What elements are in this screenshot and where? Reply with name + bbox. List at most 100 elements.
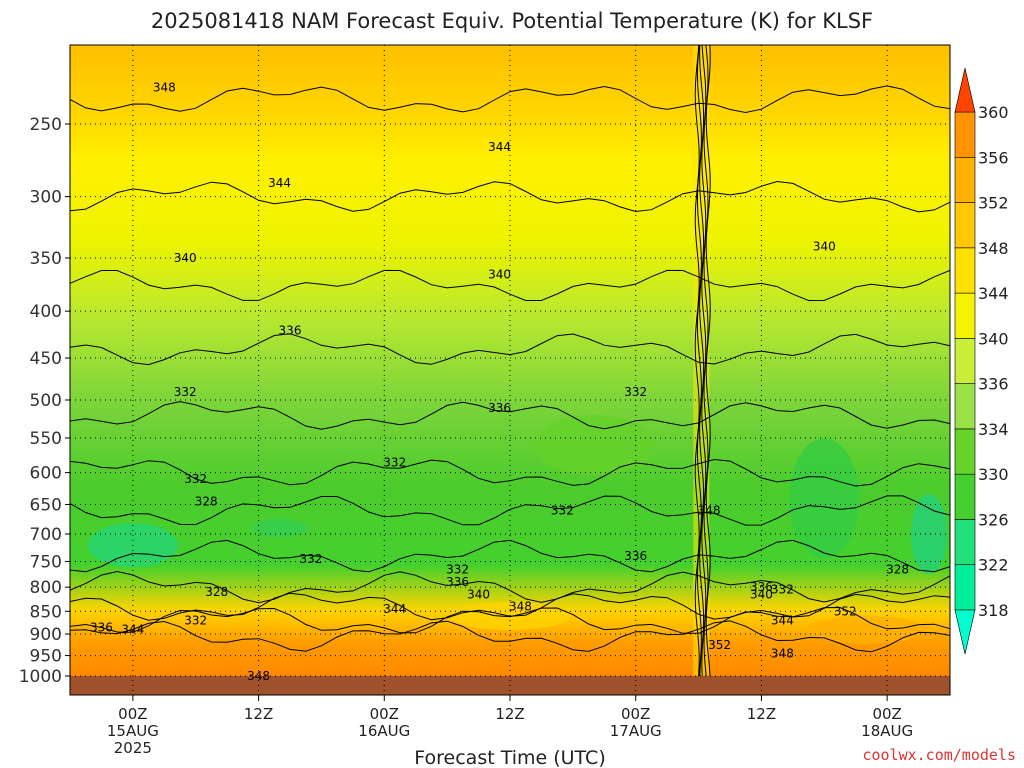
colorbar-bin xyxy=(954,247,976,294)
contour-label: 336 xyxy=(750,580,773,594)
contour-line xyxy=(69,180,951,213)
contour-label: 332 xyxy=(551,504,574,518)
field-region xyxy=(789,438,860,559)
contour-label: 340 xyxy=(488,268,511,282)
x-tick-label: 00Z xyxy=(621,705,650,723)
x-tick-label: 2025 xyxy=(114,739,152,757)
contour-label: 348 xyxy=(153,80,176,94)
colorbar-label: 326 xyxy=(978,510,1009,529)
contour-label: 348 xyxy=(509,600,532,614)
contour-label: 336 xyxy=(624,549,647,563)
contour-label: 348 xyxy=(698,504,721,518)
y-tick-label: 400 xyxy=(30,302,62,322)
contour-label: 336 xyxy=(488,401,511,415)
colorbar-label: 336 xyxy=(978,375,1009,394)
contour-line xyxy=(69,333,951,366)
contour-label: 332 xyxy=(383,456,406,470)
x-tick-label: 12Z xyxy=(495,705,524,723)
colorbar-under-arrow xyxy=(954,609,976,655)
contour-label: 344 xyxy=(383,602,406,616)
y-tick-label: 500 xyxy=(30,391,62,411)
y-tick-label: 600 xyxy=(30,464,62,484)
colorbar-label: 334 xyxy=(978,420,1009,439)
x-tick-label: 15AUG xyxy=(107,722,159,740)
y-tick-label: 650 xyxy=(30,495,62,515)
colorbar-bin xyxy=(954,338,976,384)
contour-label: 352 xyxy=(834,604,857,618)
y-tick-label: 300 xyxy=(30,188,62,208)
contour-line xyxy=(699,44,705,696)
contour-label: 332 xyxy=(184,472,207,486)
contour-label: 348 xyxy=(771,646,794,660)
colorbar-bin xyxy=(954,111,976,158)
title-text: 2025081418 NAM Forecast Equiv. Potential… xyxy=(151,9,873,33)
y-tick-label: 950 xyxy=(30,647,62,667)
contour-label: 340 xyxy=(174,251,197,265)
field-features xyxy=(87,45,948,695)
colorbar-bin xyxy=(954,519,976,566)
colorbar-bin xyxy=(954,156,976,203)
colorbar-label: 340 xyxy=(978,329,1009,348)
y-tick-label: 750 xyxy=(30,552,62,572)
field-region xyxy=(806,615,927,644)
colorbar-over-arrow xyxy=(954,67,976,113)
grid-lines xyxy=(70,45,950,695)
y-tick-label: 800 xyxy=(30,578,62,598)
contour-line xyxy=(69,269,951,302)
contour-label: 336 xyxy=(446,575,469,589)
contour-label: 344 xyxy=(771,614,794,628)
y-tick-label: 1000 xyxy=(19,667,62,687)
colorbar-label: 360 xyxy=(978,103,1009,122)
contour-line xyxy=(69,495,951,526)
credit-text[interactable]: coolwx.com/models xyxy=(862,746,1016,764)
colorbar-bin xyxy=(954,292,976,339)
contour-label: 332 xyxy=(299,552,322,566)
colorbar-bin xyxy=(954,564,976,611)
contour-label: 332 xyxy=(184,614,207,628)
colorbar-bin xyxy=(954,383,976,430)
y-tick-label: 250 xyxy=(30,115,62,135)
contour-line xyxy=(69,620,951,653)
field-region xyxy=(533,415,654,476)
x-axis-label: Forecast Time (UTC) xyxy=(414,747,605,768)
contour-line xyxy=(69,401,951,430)
y-tick-label: 450 xyxy=(30,349,62,369)
x-tick-label: 12Z xyxy=(244,705,273,723)
y-tick-label: 850 xyxy=(30,602,62,622)
contour-label: 352 xyxy=(708,638,731,652)
contour-label: 340 xyxy=(813,239,836,253)
colorbar-label: 344 xyxy=(978,284,1009,303)
contour-line xyxy=(69,85,951,114)
contour-line xyxy=(69,606,951,634)
colorbar-bin xyxy=(954,202,976,249)
contour-label: 336 xyxy=(279,324,302,338)
contour-label: 332 xyxy=(624,385,647,399)
x-tick-label: 00Z xyxy=(118,705,147,723)
colorbar-label: 322 xyxy=(978,556,1009,575)
x-tick-label: 00Z xyxy=(872,705,901,723)
pressure-axis: 250 300 350 400 450 500 550 600 650 700 750 800 850 9… xyxy=(19,115,70,687)
contour-label: 328 xyxy=(205,585,228,599)
colorbar-bin xyxy=(954,473,976,520)
colorbar-label: 318 xyxy=(978,601,1009,620)
chart-title: 2025081418 NAM Forecast Equiv. Potential… xyxy=(151,9,873,33)
contour-label: 344 xyxy=(488,140,511,154)
colorbar-bin xyxy=(954,428,976,475)
contour-label: 328 xyxy=(195,494,218,508)
x-tick-label: 17AUG xyxy=(610,722,662,740)
contour-label: 336 xyxy=(90,620,113,634)
y-tick-label: 350 xyxy=(30,249,62,269)
contour-line xyxy=(703,44,709,696)
contour-label: 332 xyxy=(446,562,469,576)
x-tick-label: 18AUG xyxy=(861,722,913,740)
contour-label: 344 xyxy=(268,176,291,190)
colorbar-label: 356 xyxy=(978,148,1009,167)
field-region xyxy=(251,519,308,538)
contour-line xyxy=(705,44,711,696)
x-tick-label: 12Z xyxy=(747,705,776,723)
contour-label: 340 xyxy=(467,588,490,602)
